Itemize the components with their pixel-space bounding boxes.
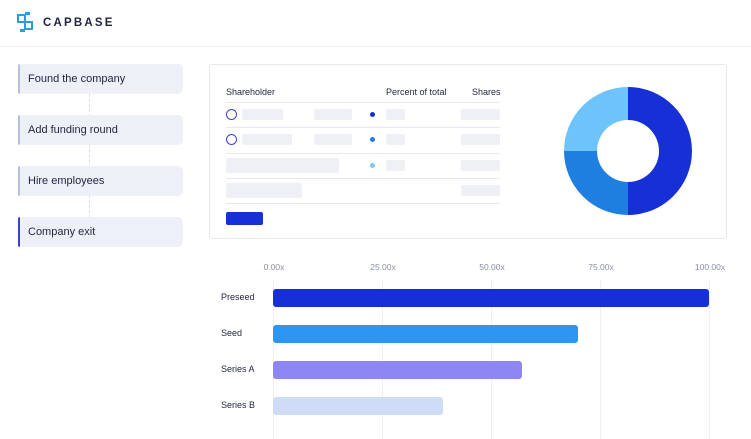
- x-tick-label: 0.00x: [263, 262, 285, 272]
- row-divider: [226, 102, 500, 103]
- shareholder-placeholder: [226, 183, 302, 198]
- capbase-logo-icon: [17, 12, 33, 32]
- chart-gridline: [273, 279, 274, 439]
- percent-placeholder: [386, 160, 405, 171]
- x-tick-label: 100.00x: [694, 262, 726, 272]
- shares-placeholder: [461, 134, 500, 145]
- category-label: Preseed: [221, 292, 255, 302]
- brand-name: CAPBASE: [43, 17, 115, 29]
- bar-preseed[interactable]: [273, 289, 709, 307]
- donut-slice-1: [564, 151, 628, 215]
- chart-gridline: [382, 279, 383, 439]
- step-company-exit[interactable]: Company exit: [18, 217, 183, 247]
- row-divider: [226, 127, 500, 128]
- add-row-button[interactable]: [226, 212, 263, 225]
- x-tick-label: 50.00x: [479, 262, 505, 272]
- cap-table-card: Shareholder Percent of total Shares: [209, 64, 727, 239]
- series-dot: [370, 137, 375, 142]
- row-divider: [226, 153, 500, 154]
- percent-placeholder: [386, 109, 405, 120]
- chart-gridline: [709, 279, 710, 439]
- series-dot: [370, 112, 375, 117]
- step-found-company[interactable]: Found the company: [18, 64, 183, 94]
- app-header: CAPBASE: [0, 0, 751, 47]
- bar-series-a[interactable]: [273, 361, 522, 379]
- step-label: Company exit: [28, 226, 96, 238]
- shareholder-placeholder: [242, 134, 292, 145]
- row-radio[interactable]: [226, 109, 237, 120]
- class-placeholder: [314, 109, 352, 120]
- brand-logo[interactable]: CAPBASE: [17, 11, 115, 35]
- x-tick-label: 25.00x: [370, 262, 396, 272]
- x-tick-label: 75.00x: [588, 262, 614, 272]
- bar-series-b[interactable]: [273, 397, 444, 415]
- donut-slice-0: [628, 87, 692, 215]
- row-radio[interactable]: [226, 134, 237, 145]
- percent-placeholder: [386, 134, 405, 145]
- step-add-funding-round[interactable]: Add funding round: [18, 115, 183, 145]
- bar-seed[interactable]: [273, 325, 579, 343]
- shares-placeholder: [461, 160, 500, 171]
- ownership-donut-chart: [564, 87, 692, 215]
- chart-gridline: [600, 279, 601, 439]
- series-dot: [370, 163, 375, 168]
- category-label: Series A: [221, 364, 255, 374]
- row-divider: [226, 178, 500, 179]
- shareholder-placeholder: [242, 109, 283, 120]
- category-label: Seed: [221, 328, 243, 338]
- column-header-shares: Shares: [472, 87, 501, 97]
- step-hire-employees[interactable]: Hire employees: [18, 166, 183, 196]
- step-label: Hire employees: [28, 175, 105, 187]
- chart-gridline: [491, 279, 492, 439]
- steps-connector: [89, 94, 90, 218]
- shareholder-placeholder: [226, 158, 339, 173]
- shares-placeholder: [461, 109, 500, 120]
- step-label: Found the company: [28, 73, 126, 85]
- step-label: Add funding round: [28, 124, 118, 136]
- column-header-percent: Percent of total: [386, 87, 447, 97]
- column-header-shareholder: Shareholder: [226, 87, 276, 97]
- row-divider: [226, 203, 500, 204]
- category-label: Series B: [221, 400, 256, 410]
- donut-slice-2: [564, 87, 628, 151]
- shares-placeholder: [461, 185, 500, 196]
- class-placeholder: [314, 134, 352, 145]
